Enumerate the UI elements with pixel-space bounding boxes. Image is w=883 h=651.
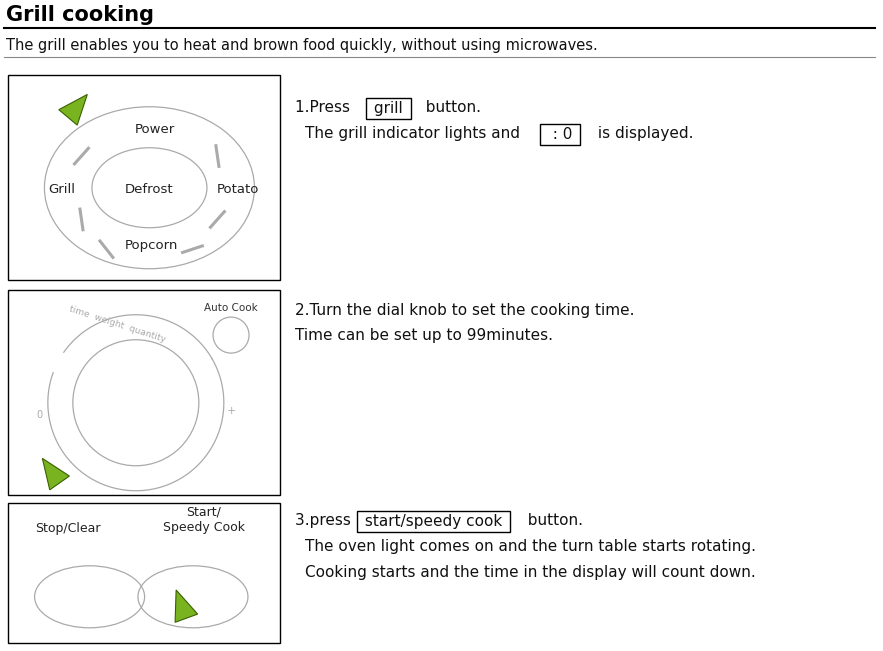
Text: The grill enables you to heat and brown food quickly, without using microwaves.: The grill enables you to heat and brown … [6,38,598,53]
Text: Grill cooking: Grill cooking [6,5,154,25]
Text: Auto Cook: Auto Cook [204,303,258,313]
Text: Power: Power [134,123,175,136]
Text: Stop/Clear: Stop/Clear [35,521,101,534]
Bar [8,290,280,495]
Text: grill: grill [369,101,408,116]
Text: : 0: : 0 [543,127,577,142]
Text: The grill indicator lights and: The grill indicator lights and [305,126,530,141]
Text: is displayed.: is displayed. [593,126,693,141]
Text: button.: button. [518,513,583,528]
Text: Grill: Grill [48,183,75,196]
Text: 3.press: 3.press [295,513,360,528]
Bar [8,503,280,643]
Text: Defrost: Defrost [125,183,174,196]
Text: Start/
Speedy Cook: Start/ Speedy Cook [162,506,245,534]
Text: +: + [227,406,237,416]
Text: Potato: Potato [216,183,259,196]
Polygon shape [42,458,70,490]
Bar [8,75,280,280]
Text: button.: button. [416,100,481,115]
Text: 1.Press: 1.Press [295,100,359,115]
Text: Cooking starts and the time in the display will count down.: Cooking starts and the time in the displ… [305,565,756,580]
Text: Time can be set up to 99minutes.: Time can be set up to 99minutes. [295,328,553,343]
Text: 2.Turn the dial knob to set the cooking time.: 2.Turn the dial knob to set the cooking … [295,303,635,318]
Text: start/speedy cook: start/speedy cook [360,514,507,529]
Text: Popcorn: Popcorn [125,240,178,252]
Text: 0: 0 [37,409,43,420]
Polygon shape [59,94,87,125]
Polygon shape [175,590,198,622]
Text: The oven light comes on and the turn table starts rotating.: The oven light comes on and the turn tab… [305,539,756,554]
Text: time  weight  quantity: time weight quantity [69,305,167,344]
